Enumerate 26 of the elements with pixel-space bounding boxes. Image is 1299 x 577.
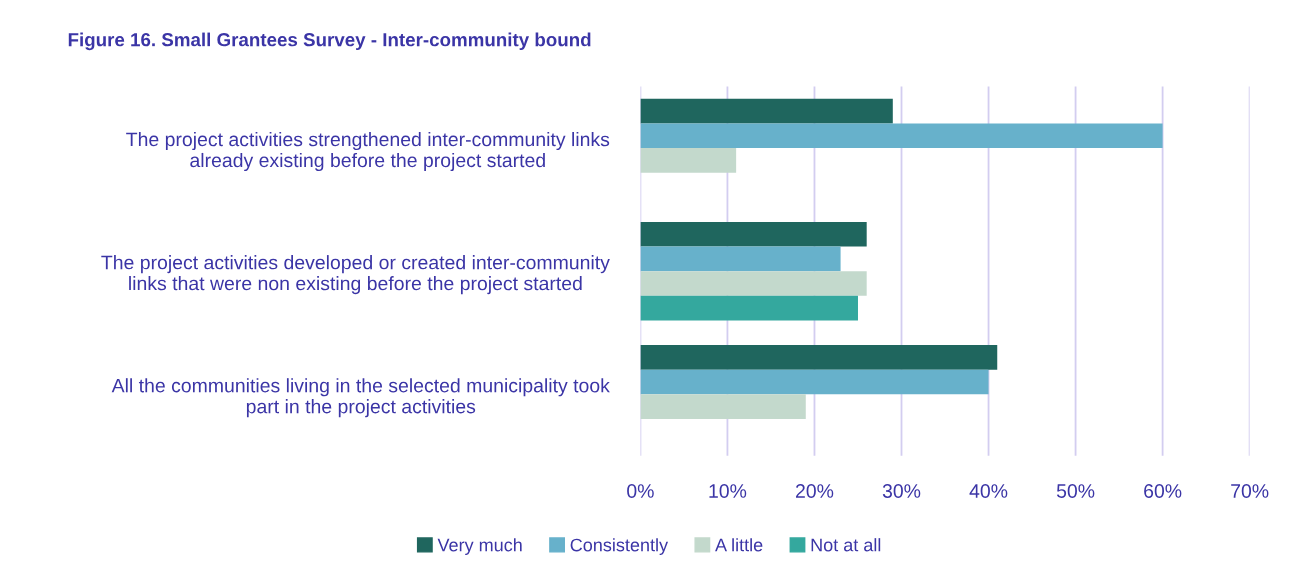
legend-label: A little xyxy=(715,538,763,552)
bar xyxy=(640,394,806,419)
y-tick-label: All the communities living in the selected municipality took part in the project activities xyxy=(111,378,610,418)
bar xyxy=(640,98,893,124)
bar xyxy=(640,295,858,321)
bar xyxy=(640,148,737,173)
x-tick-label: 0% xyxy=(627,484,654,498)
bar xyxy=(640,246,841,272)
y-tick-label: The project activities developed or created inter-community links that were non existing before the project started xyxy=(101,255,610,295)
legend-label: Very much xyxy=(437,538,522,555)
legend-label: Consistently xyxy=(570,538,669,555)
bar xyxy=(640,123,1163,149)
bar xyxy=(640,345,998,370)
bar xyxy=(640,369,989,395)
bar xyxy=(640,271,867,296)
legend-label: Not at all xyxy=(811,538,881,552)
x-tick-label: 40% xyxy=(969,484,1008,498)
x-tick-label: 50% xyxy=(1056,484,1095,498)
text: Figure 16. Small Grantees Survey - Inter-community bound xyxy=(68,32,591,51)
x-tick-label: 30% xyxy=(882,484,921,498)
x-tick-label: 60% xyxy=(1144,484,1182,498)
x-tick-label: 70% xyxy=(1231,484,1269,498)
x-tick-label: 10% xyxy=(709,484,747,498)
y-tick-label: The project activities strengthened inter-community links already existing before the project started xyxy=(126,131,610,172)
bar xyxy=(640,221,867,247)
x-tick-label: 20% xyxy=(795,484,834,498)
